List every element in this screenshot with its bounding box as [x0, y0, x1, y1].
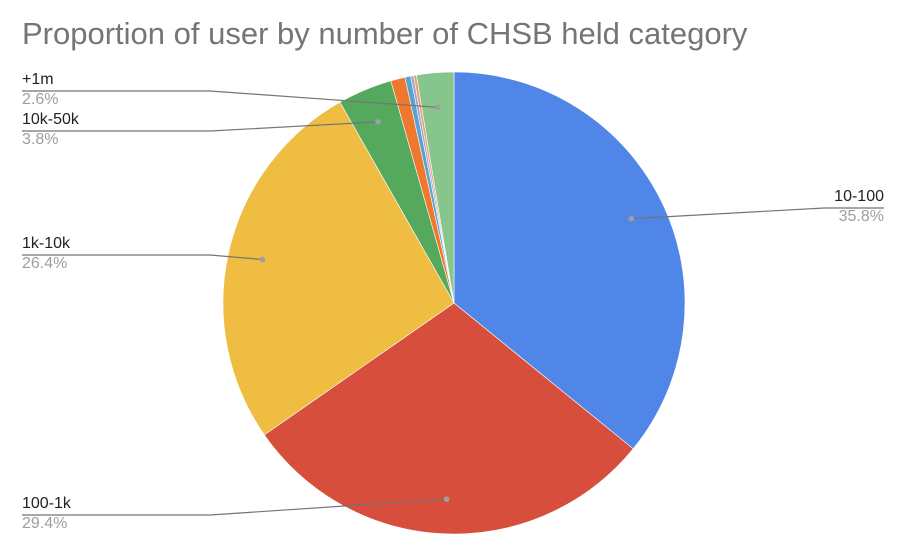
- slice-label-plus-1m: +1m: [22, 71, 54, 88]
- leader-dot-10k-50k: [375, 119, 381, 125]
- slice-value-100-1k: 29.4%: [22, 515, 67, 532]
- label-leaders: [22, 90, 884, 516]
- slice-label-1k-10k: 1k-10k: [22, 235, 71, 252]
- leader-dot-plus-1m: [435, 104, 441, 111]
- leader-dot-10-100: [628, 215, 635, 222]
- slice-label-10k-50k: 10k-50k: [22, 111, 80, 128]
- pie-slice-10-100: [453, 71, 686, 450]
- leader-dot-100-1k: [443, 496, 450, 503]
- slice-labels: 10-100 35.8% 100-1k 29.4% 1k-10k 26.4% 10k-50k…: [22, 71, 884, 532]
- leader-line-10k-50k: [22, 121, 379, 132]
- slice-value-1k-10k: 26.4%: [22, 255, 67, 272]
- pie-slice-100-1k: [263, 302, 634, 535]
- slice-value-10k-50k: 3.8%: [22, 131, 58, 148]
- pie-slices: [222, 71, 686, 535]
- slice-value-10-100: 35.8%: [839, 208, 884, 225]
- pie-slice-plus-1m: [416, 71, 455, 304]
- pie-slice-1k-10k: [222, 101, 455, 436]
- leader-line-plus-1m: [22, 90, 438, 108]
- slice-value-plus-1m: 2.6%: [22, 91, 58, 108]
- leader-dot-1k-10k: [259, 256, 266, 263]
- leader-line-1k-10k: [22, 254, 263, 261]
- slice-label-100-1k: 100-1k: [22, 495, 72, 512]
- leader-line-10-100: [631, 207, 884, 220]
- chart-title: Proportion of user by number of CHSB hel…: [22, 16, 748, 51]
- leader-line-100-1k: [22, 498, 447, 516]
- slice-label-10-100: 10-100: [834, 188, 884, 205]
